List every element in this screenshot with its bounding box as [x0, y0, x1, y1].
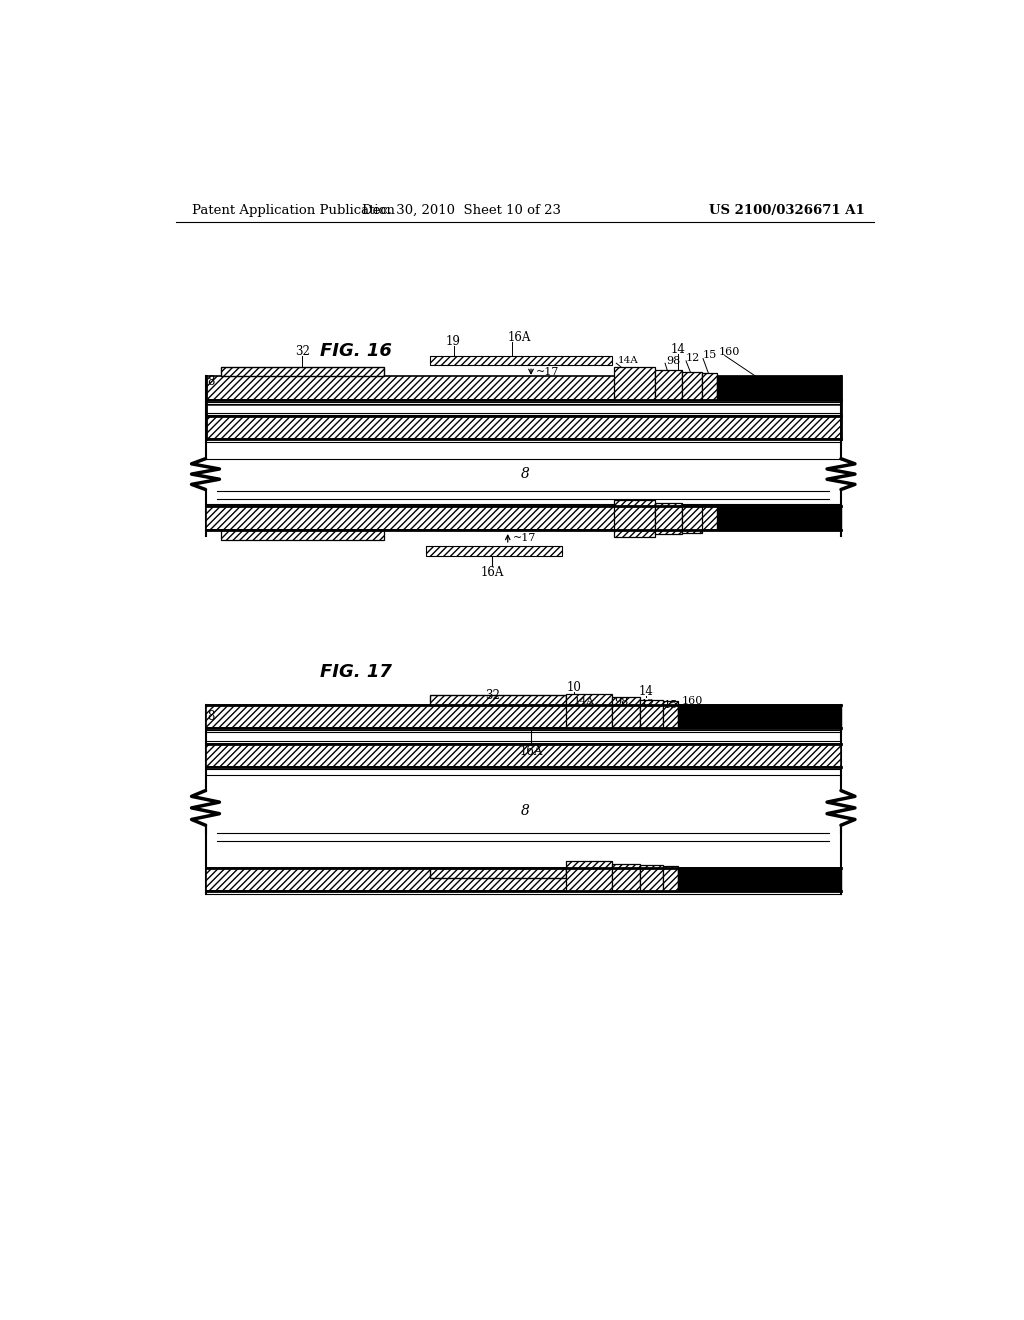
Bar — [221, 367, 384, 376]
Text: 16A: 16A — [519, 744, 543, 758]
Bar — [430, 696, 566, 705]
Bar — [717, 507, 841, 529]
Text: Dec. 30, 2010  Sheet 10 of 23: Dec. 30, 2010 Sheet 10 of 23 — [361, 205, 561, 218]
Bar — [614, 500, 655, 537]
Bar — [678, 705, 841, 729]
Bar — [206, 705, 841, 729]
Bar — [678, 867, 841, 891]
Text: 14: 14 — [638, 685, 653, 698]
Text: 160: 160 — [719, 347, 740, 358]
Text: US 2100/0326671 A1: US 2100/0326671 A1 — [709, 205, 864, 218]
Bar — [206, 867, 841, 891]
Bar — [430, 867, 566, 878]
Text: 8: 8 — [520, 804, 529, 818]
Bar — [682, 506, 701, 533]
Text: FIG. 17: FIG. 17 — [321, 663, 392, 681]
Bar — [655, 370, 682, 400]
Text: 15: 15 — [664, 700, 678, 710]
Text: 14: 14 — [671, 343, 686, 356]
Bar — [701, 374, 717, 400]
Text: FIG. 16: FIG. 16 — [321, 342, 392, 359]
Bar — [655, 503, 682, 535]
Text: 14A: 14A — [573, 697, 594, 706]
Text: 160: 160 — [681, 696, 702, 706]
Text: ~17: ~17 — [513, 533, 537, 543]
Text: 98: 98 — [614, 697, 629, 708]
Text: 10: 10 — [566, 681, 581, 694]
Bar — [430, 355, 612, 364]
Text: 8: 8 — [207, 375, 214, 388]
Text: 14A: 14A — [617, 355, 639, 364]
Text: 12: 12 — [640, 700, 654, 709]
Text: Patent Application Publication: Patent Application Publication — [193, 205, 395, 218]
Bar — [682, 372, 701, 400]
Text: 15: 15 — [703, 350, 717, 360]
Text: 98: 98 — [667, 356, 681, 366]
Bar — [426, 546, 562, 556]
Text: 16A: 16A — [508, 330, 531, 343]
Bar — [566, 693, 612, 729]
Bar — [206, 416, 841, 440]
Text: 8: 8 — [207, 710, 214, 723]
Bar — [717, 376, 841, 400]
Bar — [612, 697, 640, 729]
Bar — [640, 866, 663, 891]
Text: 8: 8 — [520, 467, 529, 480]
Text: 12: 12 — [686, 352, 700, 363]
Text: 32: 32 — [484, 689, 500, 702]
Bar — [663, 866, 678, 891]
Bar — [612, 863, 640, 891]
Bar — [640, 700, 663, 729]
Bar — [663, 701, 678, 729]
Bar — [566, 862, 612, 891]
Bar — [614, 367, 655, 400]
Text: ~17: ~17 — [536, 367, 559, 376]
Text: 16A: 16A — [480, 566, 504, 579]
Text: 32: 32 — [295, 345, 310, 358]
Bar — [221, 529, 384, 540]
Bar — [206, 744, 841, 767]
Bar — [206, 507, 841, 529]
Bar — [206, 376, 841, 400]
Text: 19: 19 — [446, 335, 461, 348]
